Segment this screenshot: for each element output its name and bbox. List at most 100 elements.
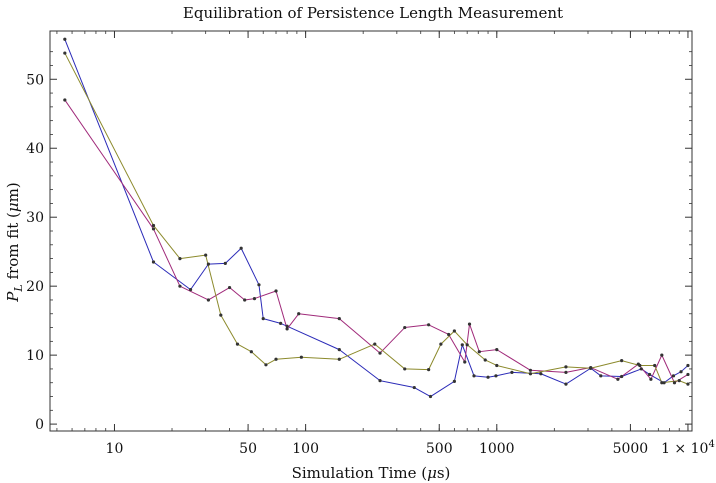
data-point [677, 379, 681, 383]
data-point [178, 256, 182, 261]
data-point [337, 348, 341, 352]
data-point [539, 372, 543, 376]
y-axis-label: PL from fit (μm) [4, 182, 25, 302]
data-point [647, 372, 652, 377]
data-point [63, 98, 67, 102]
data-point [188, 288, 193, 292]
data-point [620, 374, 624, 379]
x-tick-label: 100 [292, 441, 319, 457]
x-tick-label: 1000 [479, 441, 515, 457]
data-point [427, 368, 431, 372]
data-point [679, 370, 683, 374]
y-tick-label: 0 [35, 417, 44, 433]
x-axis-label: Simulation Time (μs) [292, 464, 451, 482]
data-point [279, 321, 283, 326]
data-point [151, 227, 156, 231]
data-point [589, 366, 593, 370]
data-point [463, 360, 467, 364]
series-line-2 [64, 99, 689, 384]
data-point [460, 343, 464, 347]
data-point [178, 284, 182, 288]
data-point [467, 322, 472, 326]
data-point [528, 372, 533, 376]
data-point [447, 332, 451, 337]
data-point [428, 394, 433, 399]
data-point [261, 316, 265, 321]
data-point [285, 324, 289, 328]
data-point [378, 379, 382, 383]
data-point [671, 374, 676, 378]
tick-labels: 10 50 100 500 1000 5000 1 × 104 0 10 20 30 40 50 [26, 72, 715, 457]
y-tick-label: 40 [26, 141, 44, 157]
data-point [252, 296, 257, 301]
data-point [257, 283, 261, 287]
y-tick-label: 10 [26, 348, 44, 364]
data-point [439, 342, 443, 346]
data-point [483, 358, 487, 362]
data-point [219, 313, 223, 317]
data-point [239, 246, 243, 250]
data-point [63, 37, 67, 41]
data-point [235, 342, 240, 346]
data-point [639, 367, 643, 371]
data-point [672, 381, 677, 385]
plot-frame [49, 30, 693, 432]
data-point [249, 350, 253, 354]
data-point [472, 374, 476, 378]
data-point [564, 365, 568, 369]
data-point [243, 298, 247, 302]
data-point [378, 351, 382, 355]
data-point [686, 363, 690, 368]
data-point [494, 374, 498, 378]
data-point [264, 363, 268, 367]
data-point [649, 377, 653, 381]
data-point [274, 357, 278, 361]
data-point [206, 262, 210, 266]
series-lines [64, 39, 689, 398]
data-point [452, 329, 456, 333]
data-point [227, 285, 232, 290]
x-tick-label: 50 [239, 441, 257, 457]
data-point [599, 374, 603, 378]
x-tick-label: 5000 [613, 441, 649, 457]
data-point [151, 260, 156, 264]
series-line-3 [64, 52, 689, 385]
data-point [403, 325, 407, 330]
data-point [686, 372, 690, 377]
data-point [204, 253, 208, 257]
y-tick-label: 50 [26, 72, 44, 88]
x-tick-label: 1 × 104 [661, 439, 715, 457]
data-point [412, 385, 416, 390]
data-point [206, 298, 210, 302]
data-point [403, 367, 407, 371]
data-point [564, 382, 568, 386]
data-point [620, 359, 624, 363]
data-point [465, 343, 469, 347]
data-point [337, 357, 341, 361]
data-point [477, 350, 481, 354]
data-point [486, 375, 490, 379]
data-point [662, 381, 666, 385]
data-point [337, 316, 341, 321]
data-point [686, 382, 690, 386]
data-point [63, 51, 67, 55]
data-point [274, 289, 278, 293]
y-tick-label: 20 [26, 279, 44, 295]
series-line-1 [64, 39, 689, 398]
data-point [427, 323, 431, 327]
y-tick-label: 30 [26, 210, 44, 226]
data-point [151, 223, 156, 228]
data-point [297, 312, 301, 316]
data-point [564, 370, 568, 374]
data-point [653, 363, 657, 368]
x-tick-label: 500 [426, 441, 453, 457]
data-point [638, 363, 642, 368]
data-point [299, 355, 303, 359]
data-point [373, 342, 377, 346]
data-point [510, 370, 514, 374]
x-tick-label: 10 [106, 441, 124, 457]
data-point [495, 348, 499, 352]
data-point [452, 379, 456, 383]
data-point [660, 353, 664, 357]
